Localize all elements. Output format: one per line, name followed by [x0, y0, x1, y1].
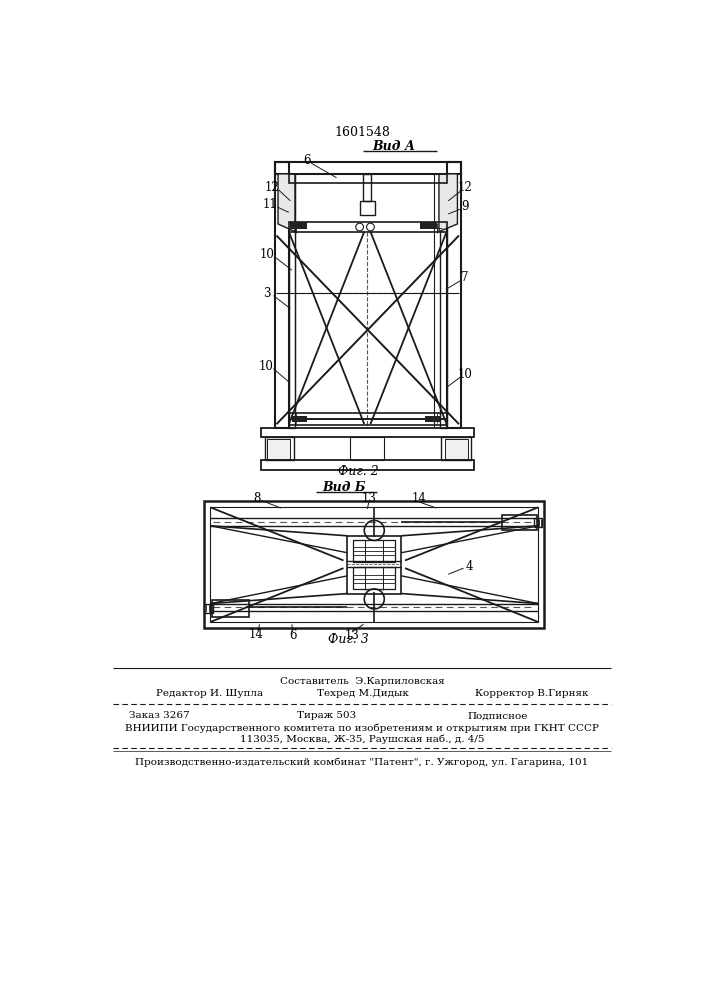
Text: Техред М.Дидык: Техред М.Дидык [317, 689, 409, 698]
Bar [275, 162, 288, 428]
Text: 14: 14 [248, 628, 263, 641]
Bar [421, 222, 438, 229]
Bar [288, 413, 447, 419]
Text: 4: 4 [465, 560, 473, 573]
Text: 6: 6 [303, 154, 311, 167]
Text: Заказ 3267: Заказ 3267 [129, 711, 189, 720]
Bar [288, 174, 295, 428]
Bar [440, 174, 447, 428]
Bar [261, 460, 474, 470]
Bar [267, 439, 291, 459]
Text: 12: 12 [457, 181, 472, 194]
Text: Вид А: Вид А [373, 140, 416, 153]
Bar [347, 536, 402, 594]
Text: ВНИИПИ Государственного комитета по изобретениям и открытиям при ГКНТ СССР: ВНИИПИ Государственного комитета по изоб… [125, 724, 599, 733]
Text: 113035, Москва, Ж-35, Раушская наб., д. 4/5: 113035, Москва, Ж-35, Раушская наб., д. … [240, 734, 484, 744]
Text: Составитель  Э.Карпиловская: Составитель Э.Карпиловская [279, 677, 444, 686]
Bar [502, 515, 537, 530]
Bar [534, 518, 542, 527]
Bar [261, 428, 474, 437]
Bar [288, 419, 447, 425]
Bar [363, 174, 371, 201]
Text: 10: 10 [259, 248, 275, 261]
Text: 12: 12 [264, 181, 279, 194]
Text: Подписное: Подписное [467, 711, 528, 720]
Text: 13: 13 [344, 629, 359, 642]
Bar [204, 604, 214, 613]
Bar [445, 439, 468, 459]
Text: Производственно-издательский комбинат "Патент", г. Ужгород, ул. Гагарина, 101: Производственно-издательский комбинат "П… [135, 757, 588, 767]
Text: 9: 9 [462, 200, 469, 213]
Text: 14: 14 [411, 492, 426, 505]
Text: 13: 13 [361, 492, 376, 505]
Bar [354, 540, 395, 562]
Text: Корректор В.Гирняк: Корректор В.Гирняк [475, 689, 589, 698]
Bar [447, 162, 460, 428]
Polygon shape [439, 174, 457, 232]
Bar [275, 162, 460, 174]
Bar [291, 222, 308, 229]
Text: 11: 11 [262, 198, 277, 211]
Text: 3: 3 [264, 287, 271, 300]
Text: 10: 10 [457, 368, 472, 381]
Text: 6: 6 [289, 629, 296, 642]
Text: 8: 8 [253, 492, 260, 505]
Bar [441, 437, 471, 460]
Text: 10: 10 [258, 360, 273, 373]
Text: Редактор И. Шупла: Редактор И. Шупла [156, 689, 263, 698]
Bar [292, 416, 308, 422]
Bar [351, 437, 385, 460]
Bar [265, 437, 294, 460]
Bar [360, 201, 375, 215]
Text: Фиг. 2: Фиг. 2 [338, 465, 378, 478]
Bar [288, 174, 447, 183]
Polygon shape [278, 174, 295, 232]
Text: Фиг. 3: Фиг. 3 [328, 633, 368, 646]
Text: 7: 7 [462, 271, 469, 284]
Text: Вид Б: Вид Б [322, 481, 366, 494]
Bar [425, 416, 440, 422]
Bar [212, 600, 249, 617]
Text: 1601548: 1601548 [334, 126, 390, 139]
Bar [288, 222, 447, 232]
Bar [210, 507, 538, 622]
Bar [354, 567, 395, 589]
Bar [204, 501, 544, 628]
Text: Тираж 503: Тираж 503 [296, 711, 356, 720]
